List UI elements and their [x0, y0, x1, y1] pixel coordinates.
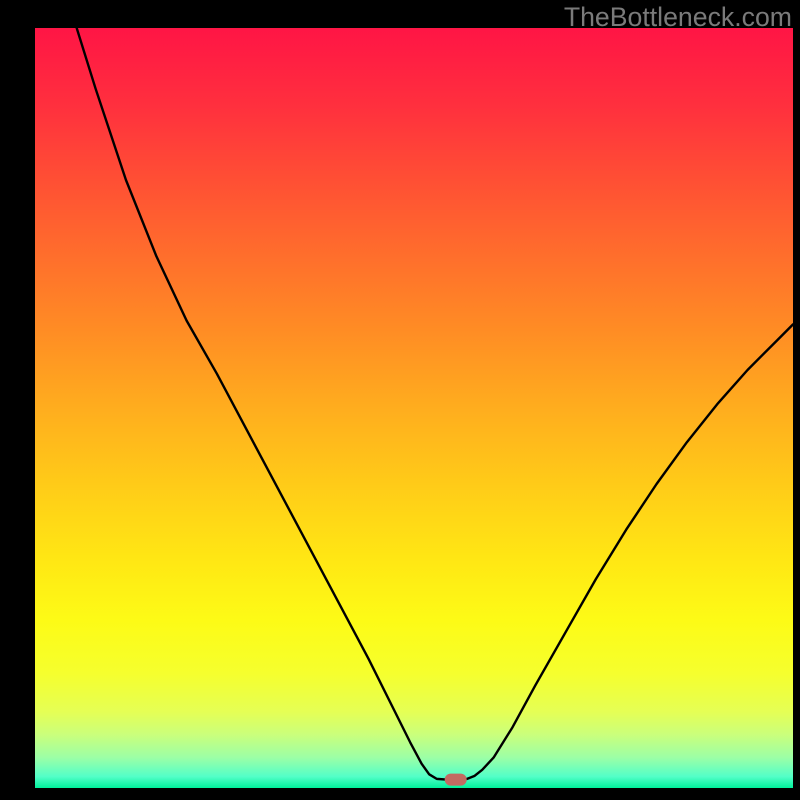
chart-frame: TheBottleneck.com — [0, 0, 800, 800]
watermark-text: TheBottleneck.com — [564, 2, 792, 33]
gradient-plot — [35, 28, 793, 788]
gradient-background — [35, 28, 793, 788]
optimum-marker — [445, 774, 467, 786]
